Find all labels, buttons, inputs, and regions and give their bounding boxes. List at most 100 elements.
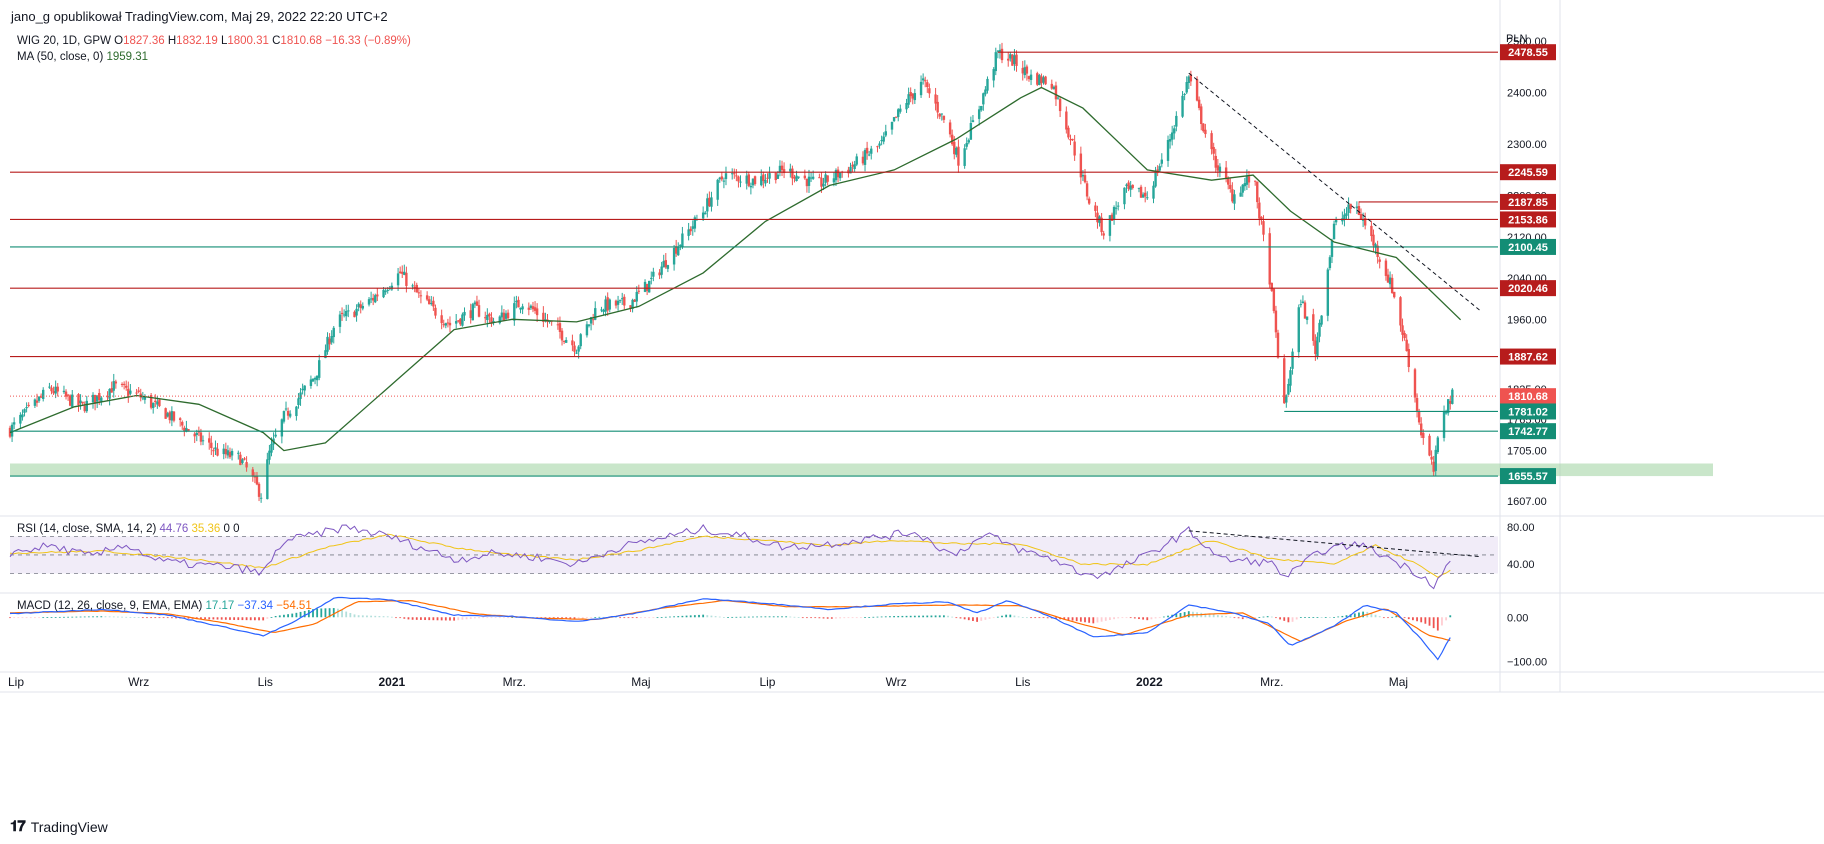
candle-body — [892, 117, 896, 122]
candle-body — [91, 394, 95, 403]
macd-hist-bar — [291, 613, 294, 618]
macd-hist-bar — [320, 608, 323, 618]
candle-body — [270, 443, 273, 453]
macd-hist-bar — [187, 617, 190, 619]
candle-body — [434, 307, 437, 316]
candle-body — [776, 174, 780, 179]
macd-hist-bar — [382, 616, 385, 618]
time-tick-label: Lip — [8, 675, 24, 689]
candle-body — [778, 165, 782, 173]
candle-body — [722, 180, 726, 182]
candle-body — [1152, 185, 1155, 199]
macd-hist-bar — [461, 617, 464, 620]
candle-body — [764, 179, 767, 184]
candle-body — [782, 169, 786, 173]
candle-body — [1326, 269, 1330, 316]
candle-body — [660, 266, 663, 275]
macd-hist-bar — [1071, 617, 1074, 621]
macd-hist-bar — [332, 608, 335, 618]
candle-body — [1175, 115, 1178, 127]
candle-body — [809, 177, 813, 179]
candle-body — [515, 300, 518, 303]
candle-body — [909, 92, 912, 97]
macd-hist-bar — [482, 617, 485, 619]
macd-hist-bar — [552, 617, 555, 619]
candle-body — [1355, 206, 1359, 209]
candle-body — [969, 122, 973, 140]
macd-hist-bar — [1216, 615, 1219, 618]
macd-hist-bar — [498, 617, 501, 619]
macd-hist-bar — [710, 615, 713, 618]
macd-hist-bar — [1138, 617, 1140, 620]
candle-body — [747, 174, 751, 186]
candle-body — [517, 299, 520, 308]
candle-body — [454, 321, 458, 324]
candle-body — [591, 319, 595, 321]
macd-hist-bar — [1208, 613, 1211, 618]
candle-body — [1081, 175, 1085, 177]
candle-body — [112, 381, 115, 391]
candle-body — [1214, 155, 1217, 168]
time-tick-label: Wrz — [128, 675, 149, 689]
candle-body — [77, 394, 80, 406]
macd-hist-bar — [245, 617, 248, 621]
candle-body — [1085, 183, 1089, 197]
candle-body — [170, 411, 174, 421]
footer-brand: TradingView — [30, 818, 108, 835]
macd-hist-bar — [1034, 617, 1037, 619]
candle-body — [513, 303, 516, 321]
candle-body — [1262, 221, 1265, 235]
candle-body — [42, 389, 45, 399]
macd-hist-bar — [341, 610, 343, 618]
candle-body — [463, 311, 466, 316]
candle-body — [957, 146, 960, 166]
macd-hist-bar — [1362, 611, 1365, 618]
price-tag-2020.46 — [1500, 280, 1556, 297]
price-tag-text: 1810.68 — [1508, 391, 1548, 403]
price-tag-1655.57 — [1500, 468, 1556, 485]
candle-body — [942, 115, 946, 120]
macd-hist-bar — [13, 617, 16, 619]
macd-hist-bar — [353, 614, 356, 618]
candle-body — [125, 385, 128, 388]
candle-body — [774, 172, 777, 181]
candle-body — [1316, 336, 1319, 357]
macd-hist-bar — [922, 615, 925, 618]
macd-hist-bar — [1055, 617, 1057, 619]
macd-hist-bar — [843, 617, 846, 619]
candle-body — [1108, 215, 1112, 236]
macd-hist-bar — [204, 617, 206, 620]
price-tag-1810.68 — [1500, 388, 1556, 405]
candle-body — [502, 312, 506, 321]
rsi-sma-line — [9, 533, 1451, 578]
macd-hist-bar — [859, 617, 862, 619]
macd-hist-bar — [959, 617, 962, 619]
candle-body — [1314, 340, 1317, 354]
candles-group — [8, 42, 1454, 503]
candle-body — [488, 313, 491, 317]
candle-body — [693, 217, 697, 229]
macd-hist-bar — [976, 617, 978, 622]
candle-body — [865, 147, 869, 154]
candle-body — [1276, 332, 1280, 358]
candle-body — [419, 295, 423, 297]
candle-body — [616, 300, 620, 305]
candle-body — [720, 176, 724, 180]
candle-body — [274, 434, 277, 437]
macd-hist-bar — [619, 617, 622, 619]
macd-hist-bar — [453, 617, 456, 621]
macd-hist-bar — [278, 615, 281, 618]
macd-hist-bar — [822, 617, 825, 619]
time-tick-label: Mrz. — [503, 675, 526, 689]
candle-body — [1243, 183, 1247, 187]
candle-body — [183, 427, 186, 432]
macd-hist-bar — [411, 617, 414, 620]
candle-body — [876, 146, 879, 148]
candle-body — [384, 291, 387, 293]
candle-body — [448, 322, 452, 326]
candle-body — [531, 306, 535, 310]
candle-body — [141, 397, 145, 399]
macd-hist-bar — [1092, 617, 1095, 624]
candle-body — [37, 396, 41, 401]
